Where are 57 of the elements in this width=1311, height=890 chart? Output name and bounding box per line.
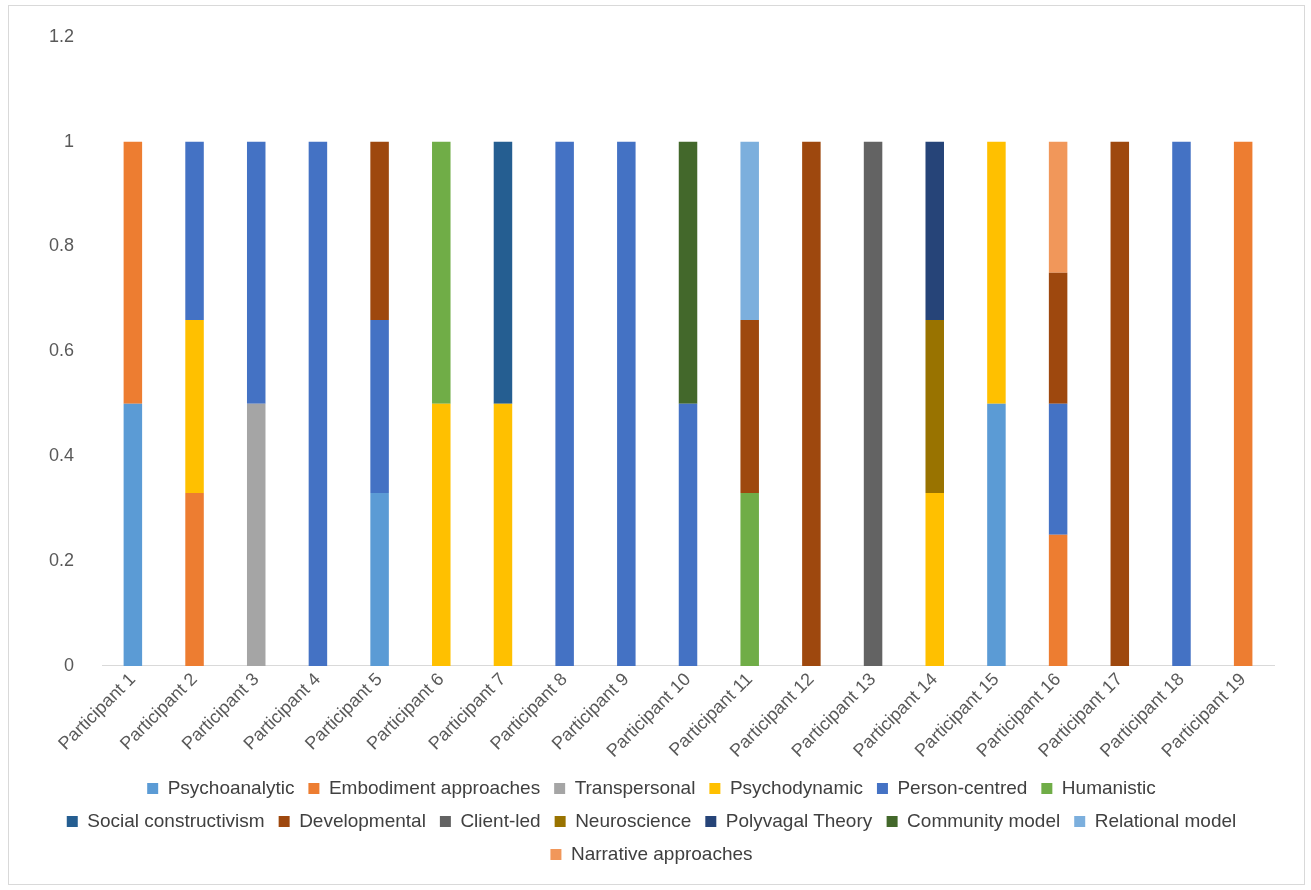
legend-label: Relational model [1094,809,1237,831]
bar [1048,403,1068,535]
bar [863,141,883,666]
bar [493,403,513,666]
bar [740,492,759,666]
legend-label: Person-centred [897,776,1028,798]
bar [432,141,451,404]
bar [370,141,389,320]
bar [987,403,1006,666]
bar [678,141,698,404]
bar [1048,141,1068,273]
bar [123,403,143,666]
y-tick-label: 1 [64,130,75,151]
bar [246,403,266,666]
bar [925,492,944,666]
bar [185,141,204,320]
bar [370,492,389,666]
y-tick-label: 0.2 [48,550,75,571]
bar [308,141,328,666]
bar [123,141,143,404]
y-tick-label: 0.4 [48,445,75,466]
bar [185,492,204,666]
bar [1110,141,1130,666]
legend-label: Humanistic [1061,776,1156,798]
y-tick-label: 0.8 [48,235,75,256]
bar [1048,534,1068,666]
legend-label: Client-led [460,809,541,831]
legend-label: Narrative approaches [570,842,753,864]
bar [740,319,759,493]
bar [493,141,513,404]
legend-label: Neuroscience [575,809,692,831]
legend-label: Psychoanalytic [167,776,295,798]
bar [740,141,759,320]
y-tick-label: 1.2 [48,25,75,46]
legend-label: Social constructivism [87,809,265,831]
bar [555,141,574,666]
legend-label: Polyvagal Theory [725,809,873,831]
bar [678,403,698,666]
bar [432,403,451,666]
legend-label: Transpersonal [574,776,696,798]
legend-label: Psychodynamic [729,776,863,798]
legend-label: Community model [907,809,1061,831]
y-tick-label: 0 [64,654,75,675]
bar [987,141,1006,404]
bar [1233,141,1253,666]
bar [246,141,266,404]
legend-label: Developmental [299,809,426,831]
bar [185,319,204,493]
y-tick-label: 0.6 [48,340,75,361]
bar [925,319,944,493]
bar [802,141,821,666]
bar [370,319,389,493]
legend-label: Embodiment approaches [328,776,541,798]
bar [925,141,944,320]
bar [1172,141,1191,666]
bar [1048,272,1068,404]
bar [617,141,636,666]
